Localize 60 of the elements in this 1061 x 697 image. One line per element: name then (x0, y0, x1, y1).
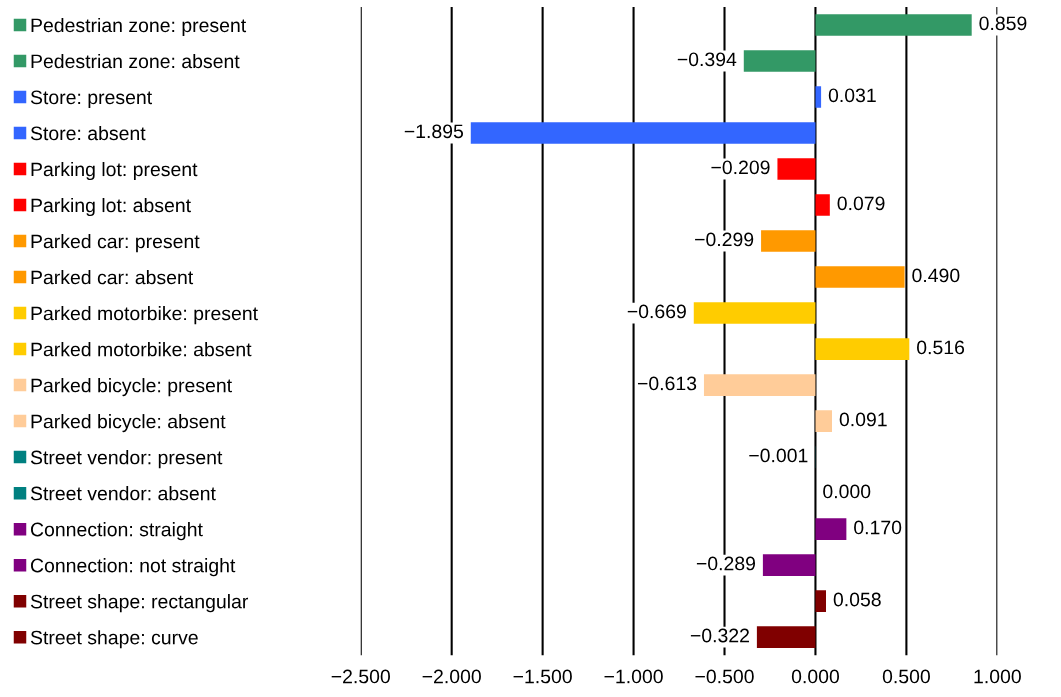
y-tick-label: Street vendor: present (30, 450, 223, 469)
y-tick-label: Parked car: present (31, 234, 200, 253)
data-label: 0.079 (837, 196, 885, 211)
bar (470, 122, 816, 144)
bar (756, 626, 816, 648)
data-label: −0.209 (711, 160, 770, 175)
x-tick-label: 0.500 (882, 669, 930, 684)
y-tick-label: Store: present (30, 90, 152, 109)
bar (815, 590, 826, 612)
bar (815, 518, 847, 540)
y-tick-label: Connection: straight (30, 522, 203, 541)
data-label: −0.001 (749, 448, 808, 463)
x-tick-label: −2.000 (422, 669, 481, 684)
y-tick-label: Parked car: absent (31, 270, 194, 285)
data-label: −0.299 (695, 232, 754, 247)
y-tick-label: Parked motorbike: present (31, 306, 258, 325)
data-label: 0.516 (917, 340, 965, 355)
data-label: −0.322 (690, 628, 749, 643)
y-tick-label: Connection: not straight (30, 558, 236, 577)
x-tick-label: −2.500 (331, 669, 390, 684)
bar (703, 374, 816, 396)
data-label: 0.091 (839, 412, 887, 427)
data-label: 0.000 (823, 484, 871, 499)
y-tick-label: Parked motorbike: absent (31, 342, 252, 357)
bar (815, 14, 972, 36)
y-tick-label: Parked bicycle: present (31, 378, 232, 397)
y-tick-label: Pedestrian zone: absent (31, 53, 240, 69)
data-label: −0.613 (637, 376, 697, 391)
y-tick-label: Parking lot: present (31, 161, 198, 181)
data-label: 0.170 (854, 520, 902, 535)
bar (762, 554, 816, 576)
data-label: 0.058 (833, 592, 881, 607)
y-tick-label: Store: absent (30, 125, 146, 141)
data-label: −1.895 (404, 124, 464, 139)
bar (693, 302, 816, 324)
bar (815, 338, 910, 360)
bar (761, 230, 816, 252)
data-label: −0.669 (627, 304, 686, 319)
y-tick-label: Street shape: curve (30, 630, 198, 649)
y-tick-label: Parking lot: absent (31, 197, 191, 217)
x-tick-label: −1.000 (604, 669, 663, 684)
x-tick-label: −0.500 (695, 669, 754, 684)
bar (815, 266, 905, 288)
data-label: 0.490 (912, 268, 960, 283)
bar (815, 410, 833, 432)
x-tick-label: −1.500 (513, 669, 572, 684)
data-label: −0.289 (696, 556, 756, 571)
y-tick-label: Street vendor: absent (30, 486, 216, 501)
x-tick-label: 0.000 (791, 669, 840, 684)
x-tick-label: 1.000 (974, 669, 1021, 684)
bar (815, 194, 830, 216)
bar (743, 50, 816, 72)
y-tick-label: Parked bicycle: absent (31, 414, 226, 433)
y-tick-label: Pedestrian zone: present (31, 17, 247, 37)
bar (777, 158, 816, 180)
data-label: 0.031 (828, 88, 876, 103)
bar (815, 86, 822, 108)
data-label: 0.859 (979, 16, 1027, 31)
data-label: −0.394 (677, 52, 737, 67)
y-tick-label: Street shape: rectangular (30, 594, 249, 613)
